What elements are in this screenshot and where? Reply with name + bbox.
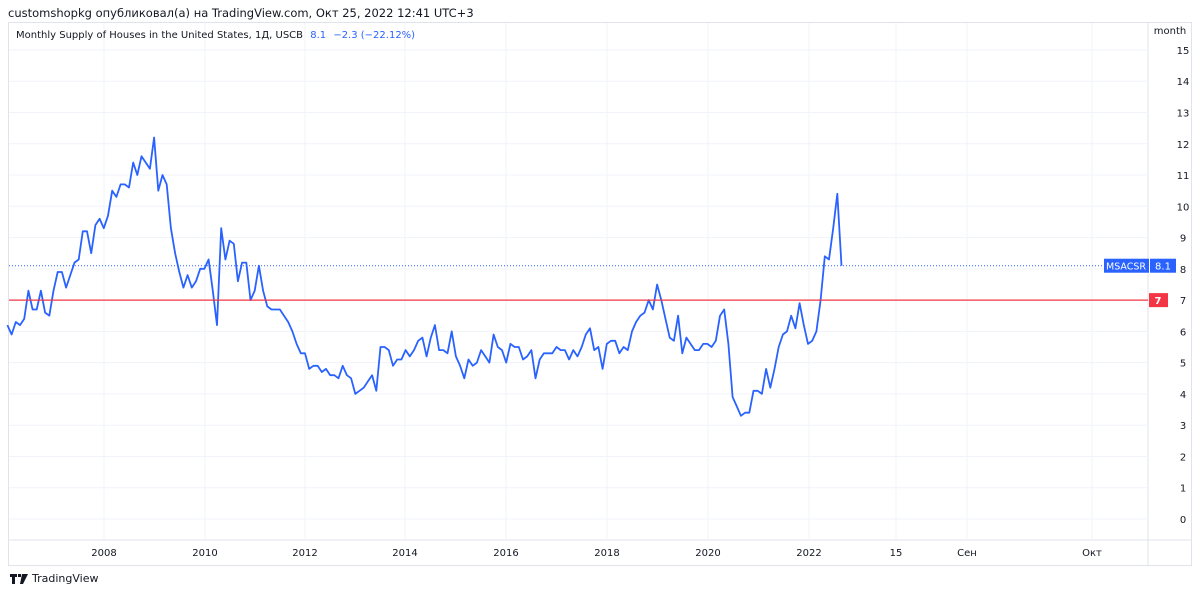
- x-tick-label: 2014: [392, 548, 417, 559]
- y-tick-label: 5: [1180, 359, 1186, 370]
- y-tick-label: 13: [1177, 108, 1190, 119]
- level-label: 7: [1155, 296, 1162, 307]
- y-tick-label: 4: [1180, 390, 1186, 401]
- y-tick-label: 12: [1177, 140, 1190, 151]
- level-label-bg: [1149, 293, 1168, 308]
- x-tick-label: 15: [890, 548, 903, 559]
- x-tick-label: 2018: [594, 548, 619, 559]
- series-name-badge-bg: [1104, 258, 1149, 273]
- last-value-badge-bg: [1150, 258, 1176, 273]
- chart-frame: [8, 22, 1192, 566]
- y-tick-label: 15: [1177, 46, 1190, 57]
- x-tick-label: Окт: [1082, 548, 1102, 559]
- y-tick-label: 9: [1180, 234, 1186, 245]
- last-value-badge: 8.1: [1155, 262, 1171, 273]
- tradingview-logo-icon: [10, 573, 28, 584]
- y-unit-label: month: [1154, 26, 1186, 37]
- x-tick-label: 2010: [192, 548, 217, 559]
- x-tick-label: 2022: [796, 548, 821, 559]
- y-tick-label: 8: [1180, 265, 1186, 276]
- series-line-msacsr: [6, 136, 843, 417]
- y-tick-label: 7: [1180, 296, 1186, 307]
- legend-value: 8.1: [310, 30, 327, 41]
- y-tick-label: 2: [1180, 452, 1186, 463]
- y-tick-label: 6: [1180, 327, 1186, 338]
- x-tick-label: 2008: [91, 548, 116, 559]
- x-tick-label: 2016: [493, 548, 518, 559]
- chart-legend: Monthly Supply of Houses in the United S…: [16, 30, 415, 41]
- y-tick-label: 11: [1177, 171, 1190, 182]
- y-tick-label: 3: [1180, 421, 1186, 432]
- y-tick-label: 10: [1177, 202, 1190, 213]
- x-tick-label: Сен: [957, 548, 977, 559]
- legend-title: Monthly Supply of Houses in the United S…: [16, 30, 304, 41]
- brand-name: TradingView: [32, 572, 99, 585]
- y-tick-label: 1: [1180, 484, 1186, 495]
- x-tick-label: 2012: [292, 548, 317, 559]
- y-tick-label: 0: [1180, 515, 1186, 526]
- published-by-text: customshopkg опубликовал(а) на TradingVi…: [8, 6, 474, 20]
- series-name-badge: MSACSR: [1106, 262, 1146, 273]
- legend-change: −2.3 (−22.12%): [333, 30, 416, 41]
- footer-brand: TradingView: [10, 572, 98, 585]
- y-tick-label: 14: [1177, 77, 1190, 88]
- x-tick-label: 2020: [695, 548, 720, 559]
